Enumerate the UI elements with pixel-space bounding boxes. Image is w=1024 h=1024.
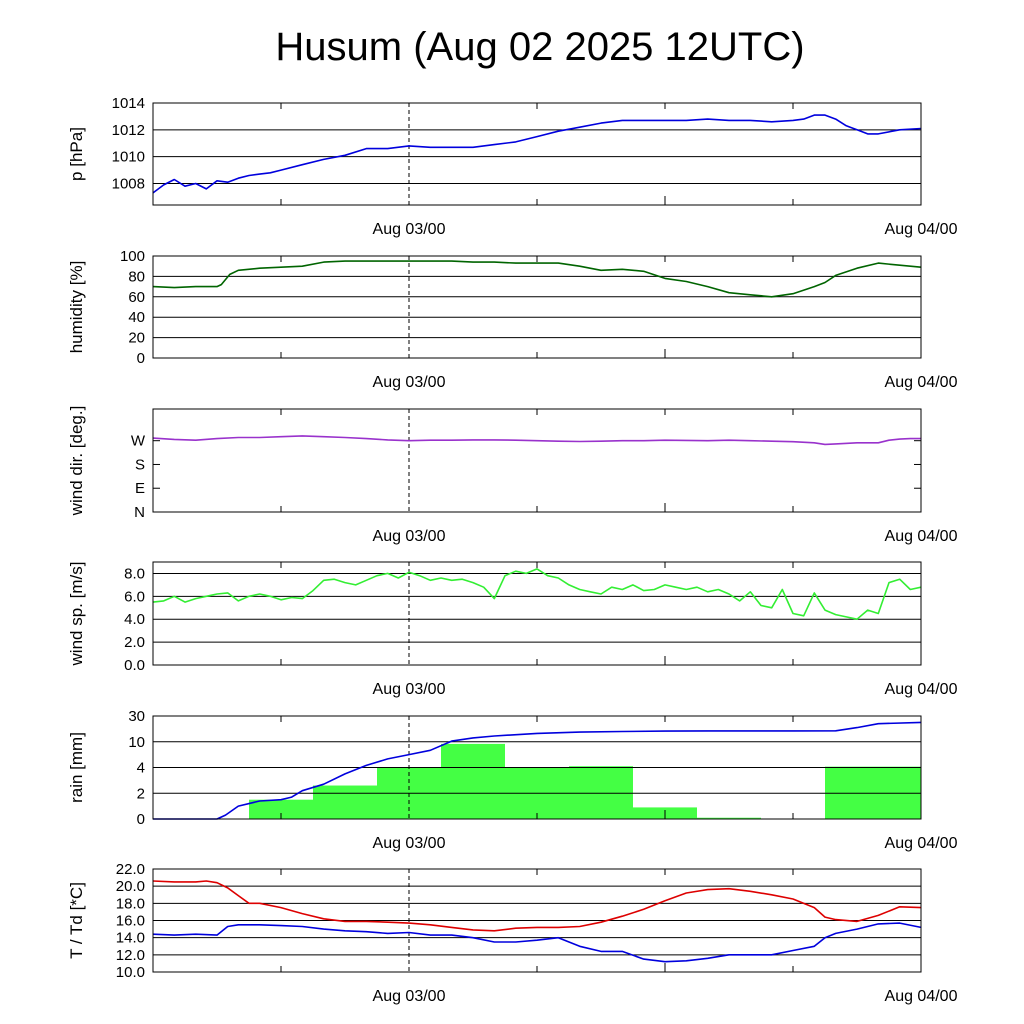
x-tick-label: Aug 04/00 [885, 835, 958, 852]
x-tick-label: Aug 04/00 [885, 374, 958, 391]
y-tick-label: 10 [128, 734, 145, 751]
y-tick-label: W [131, 433, 146, 450]
y-tick-label: 14.0 [116, 930, 145, 947]
panel-frame [152, 715, 922, 820]
y-tick-label: 16.0 [116, 913, 145, 930]
rain-bar [249, 799, 313, 819]
y-tick-label: N [134, 504, 145, 521]
panel-frame [152, 868, 922, 973]
series-line [152, 922, 922, 963]
y-tick-label: 8.0 [124, 565, 145, 582]
y-axis-label: wind sp. [m/s] [67, 562, 86, 667]
y-tick-label: 1014 [112, 95, 145, 112]
y-axis-label: humidity [%] [67, 261, 86, 354]
y-axis-label: T / Td [*C] [67, 882, 86, 959]
y-tick-label: 10.0 [116, 964, 145, 981]
y-tick-label: E [135, 480, 145, 497]
panel-frame [152, 561, 922, 666]
rain-bar [697, 817, 761, 819]
y-tick-label: 4.0 [124, 611, 145, 628]
y-tick-label: 20 [128, 330, 145, 347]
x-tick-label: Aug 03/00 [373, 681, 446, 698]
x-tick-label: Aug 04/00 [885, 528, 958, 545]
y-tick-label: S [135, 456, 145, 473]
panels-group: 1008 1010 1012 1014 Aug 03/00 Aug 04/00 p [hPa… [67, 95, 958, 1005]
rain-bar [441, 743, 505, 819]
series-line [152, 260, 922, 298]
y-tick-label: 1008 [112, 176, 145, 193]
y-tick-label: 1010 [112, 149, 145, 166]
y-tick-label: 1012 [112, 122, 145, 139]
series-line [152, 114, 922, 194]
y-tick-label: 0.0 [124, 657, 145, 674]
y-tick-label: 22.0 [116, 861, 145, 878]
series-line [153, 721, 922, 820]
series-line [152, 880, 922, 932]
series-line [152, 568, 922, 621]
y-tick-label: 2.0 [124, 634, 145, 651]
panel-frame [152, 408, 922, 513]
chart-title: Husum (Aug 02 2025 12UTC) [275, 25, 804, 69]
rain-bar [313, 785, 377, 819]
x-tick-label: Aug 03/00 [373, 221, 446, 238]
series-line [152, 435, 921, 446]
panel-3: 0.0 2.0 4.0 6.0 8.0 Aug 03/00 Aug 04/00 wind sp… [67, 561, 958, 698]
y-tick-label: 0 [137, 350, 145, 367]
y-tick-label: 0 [137, 811, 145, 828]
y-tick-label: 20.0 [116, 878, 145, 895]
x-tick-label: Aug 03/00 [373, 528, 446, 545]
x-tick-label: Aug 04/00 [885, 221, 958, 238]
y-tick-label: 80 [128, 268, 145, 285]
y-tick-label: 60 [128, 289, 145, 306]
y-axis-label: p [hPa] [67, 127, 86, 181]
panel-1: 0 20 40 60 80 100 Aug 03/00 Aug 04/00 humidity [… [67, 248, 958, 391]
x-tick-label: Aug 03/00 [373, 988, 446, 1005]
y-axis-label: rain [mm] [67, 732, 86, 803]
y-tick-label: 30 [128, 708, 145, 725]
y-tick-label: 100 [120, 248, 145, 265]
panel-frame [152, 102, 922, 206]
y-axis-label: wind dir. [deg.] [67, 406, 86, 517]
y-tick-label: 18.0 [116, 895, 145, 912]
x-tick-label: Aug 04/00 [885, 988, 958, 1005]
panel-frame [152, 255, 922, 359]
panel-4: 0 2 4 10 30 Aug 03/00 Aug 04/00 rain [mm] [67, 708, 958, 852]
x-tick-label: Aug 03/00 [373, 835, 446, 852]
x-tick-label: Aug 04/00 [885, 681, 958, 698]
panel-5: 10.012.014.016.018.020.022.0 Aug 03/00 Aug… [67, 861, 958, 1005]
y-tick-label: 2 [137, 785, 145, 802]
y-tick-label: 12.0 [116, 947, 145, 964]
y-tick-label: 6.0 [124, 588, 145, 605]
panel-0: 1008 1010 1012 1014 Aug 03/00 Aug 04/00 p [hPa… [67, 95, 958, 238]
x-tick-label: Aug 03/00 [373, 374, 446, 391]
y-tick-label: 40 [128, 309, 145, 326]
y-tick-label: 4 [137, 760, 145, 777]
rain-bar [569, 766, 633, 819]
